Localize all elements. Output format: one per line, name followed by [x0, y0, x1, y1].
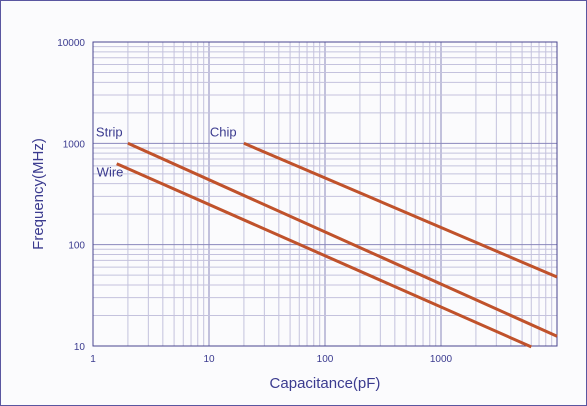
series-labels: Strip Wire Chip: [96, 124, 237, 179]
y-tick-label: 10: [74, 342, 86, 353]
series-label-strip: Strip: [96, 124, 123, 139]
series-label-wire: Wire: [97, 165, 124, 180]
x-tick-label: 100: [317, 354, 334, 365]
y-tick-labels: 10 100 1000 10000: [57, 38, 85, 353]
series-line-chip: [243, 141, 558, 279]
series-label-chip: Chip: [210, 124, 237, 139]
x-axis-title: Capacitance(pF): [270, 375, 381, 392]
series-line-strip: [127, 141, 558, 338]
grid: [93, 42, 557, 346]
x-tick-label: 1: [90, 354, 96, 365]
series-lines: [116, 141, 558, 349]
y-tick-label: 1000: [63, 139, 86, 150]
y-tick-label: 10000: [57, 38, 85, 49]
y-tick-label: 100: [68, 241, 85, 252]
series-line-wire: [116, 162, 532, 349]
x-tick-label: 1000: [430, 354, 453, 365]
y-axis-title: Frequency(MHz): [30, 138, 47, 250]
x-tick-labels: 1 10 100 1000: [90, 354, 452, 365]
plot-border: [92, 41, 558, 347]
x-tick-label: 10: [203, 354, 215, 365]
